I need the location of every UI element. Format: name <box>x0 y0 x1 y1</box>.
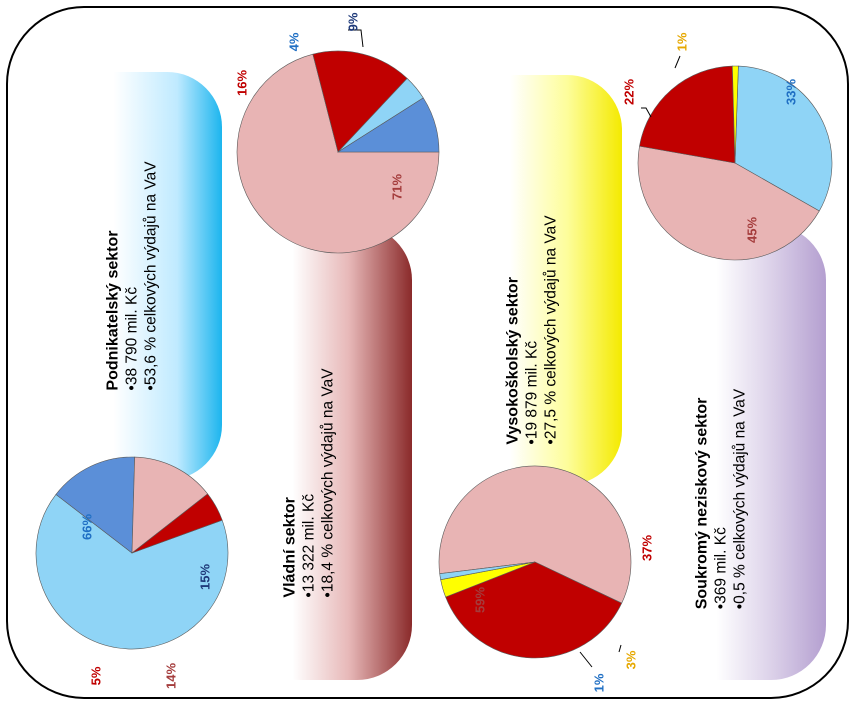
pill-vladni: Vládní sektor •13 322 mil. Kč •18,4 % ce… <box>246 225 412 680</box>
pie-slice <box>131 456 209 554</box>
leader-line <box>618 644 622 653</box>
pie-slice <box>438 465 632 604</box>
slice-label: 33% <box>783 79 798 105</box>
leader-line <box>674 55 681 69</box>
pie-slice <box>236 53 440 254</box>
pie-slice <box>445 561 623 659</box>
slice-label: 22% <box>621 79 636 105</box>
slice-label: 45% <box>744 217 759 243</box>
pie-slice <box>639 65 736 164</box>
pie-2 <box>438 465 632 659</box>
pie-3 <box>637 65 833 261</box>
slice-label: 59% <box>472 587 487 613</box>
pie-slice <box>312 50 408 153</box>
slice-label: 71% <box>389 174 404 200</box>
slice-label: 4% <box>286 32 301 51</box>
pie-slice <box>336 97 440 153</box>
slice-label: 3% <box>623 650 638 669</box>
pie-slice <box>439 561 536 581</box>
pill-vysokoskolsky: Vysokoškolský sektor •19 879 mil. Kč •27… <box>462 75 622 485</box>
slice-label: 16% <box>234 70 249 96</box>
slice-label: 1% <box>674 32 689 51</box>
slice-label: 66% <box>79 514 94 540</box>
pie-slice <box>55 456 135 554</box>
leader-line <box>348 29 364 48</box>
leader-line <box>579 651 593 668</box>
slice-label: 37% <box>639 535 654 561</box>
slice-label: 1% <box>591 673 606 692</box>
pie-slice <box>637 145 820 261</box>
leader-line <box>641 107 652 118</box>
pill-soukromy: Soukromý neziskový sektor •369 mil. Kč •… <box>660 225 826 680</box>
pie-slice <box>35 494 229 650</box>
pie-slice <box>131 493 223 554</box>
pie-slice <box>734 65 833 212</box>
pill-podnikatelsky: Podnikatelský sektor •38 790 mil. Kč •53… <box>62 72 222 480</box>
slice-label: 15% <box>197 564 212 590</box>
pie-1 <box>236 50 440 254</box>
slice-label: 14% <box>163 663 178 689</box>
slice-label: 5% <box>88 666 103 685</box>
pie-slice <box>732 65 739 164</box>
slice-label: 9% <box>345 12 360 31</box>
pie-0 <box>35 456 229 650</box>
